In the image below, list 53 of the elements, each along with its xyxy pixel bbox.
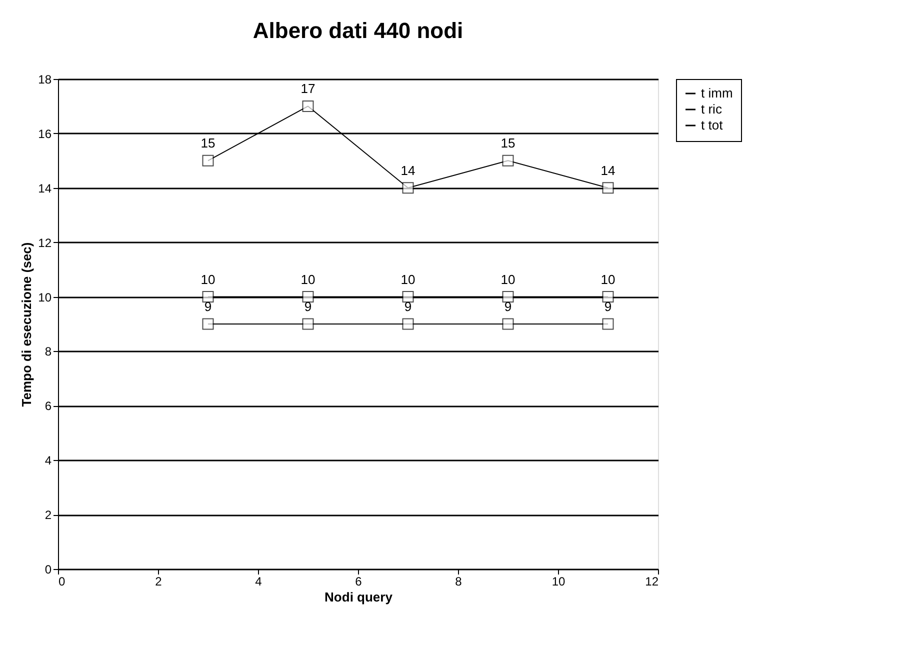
- y-tick-label: 18: [38, 72, 52, 86]
- x-tick-label: 10: [552, 574, 566, 588]
- x-axis-title: Nodi query: [324, 590, 394, 604]
- y-tick-label: 14: [38, 181, 52, 196]
- point: [202, 154, 214, 166]
- data-label: 10: [200, 272, 216, 287]
- point: [302, 291, 314, 303]
- y-tick-label: 16: [38, 126, 52, 141]
- y-tick-label: 10: [38, 290, 52, 304]
- x-tick-label: 4: [255, 574, 262, 588]
- point: [202, 318, 214, 330]
- point: [602, 291, 614, 303]
- data-label: 9: [504, 299, 512, 314]
- legend-label: t tot: [701, 118, 724, 132]
- point: [402, 182, 414, 194]
- y-tick-label: 4: [44, 454, 52, 468]
- data-label: 10: [400, 272, 416, 287]
- x-tick-label: 0: [58, 574, 66, 588]
- data-label: 10: [300, 272, 316, 287]
- point: [502, 318, 514, 330]
- data-label: 14: [600, 162, 616, 178]
- point: [402, 318, 414, 330]
- x-tick-label: 6: [355, 574, 362, 588]
- data-label: 10: [500, 272, 516, 287]
- point: [602, 182, 614, 194]
- y-tick-label: 8: [44, 344, 52, 359]
- y-tick-label: 0: [44, 562, 52, 576]
- x-tick-label: 12: [645, 574, 659, 588]
- point: [502, 154, 514, 166]
- data-label: 10: [600, 272, 616, 287]
- point: [302, 100, 314, 112]
- y-tick-label: 6: [44, 399, 52, 414]
- data-label: 15: [500, 136, 516, 151]
- x-tick-label: 8: [455, 574, 462, 588]
- data-label: 9: [604, 299, 612, 314]
- point: [402, 291, 414, 303]
- data-label: 9: [404, 299, 412, 314]
- point: [602, 318, 614, 330]
- legend-label: t imm: [701, 86, 733, 100]
- point: [302, 318, 314, 330]
- legend-label: t ric: [701, 102, 722, 116]
- point: [502, 291, 514, 303]
- chart-title: Albero dati 440 nodi: [252, 18, 464, 43]
- data-label: 14: [400, 162, 416, 178]
- y-tick-label: 12: [38, 236, 52, 250]
- data-label: 15: [200, 136, 216, 151]
- point: [202, 291, 214, 303]
- x-tick-label: 2: [155, 574, 162, 588]
- y-axis-title: Tempo di esecuzione (sec): [19, 242, 34, 407]
- y-tick-label: 2: [44, 508, 52, 522]
- data-label: 17: [300, 81, 316, 96]
- data-label: 9: [204, 299, 212, 314]
- data-label: 9: [304, 299, 312, 314]
